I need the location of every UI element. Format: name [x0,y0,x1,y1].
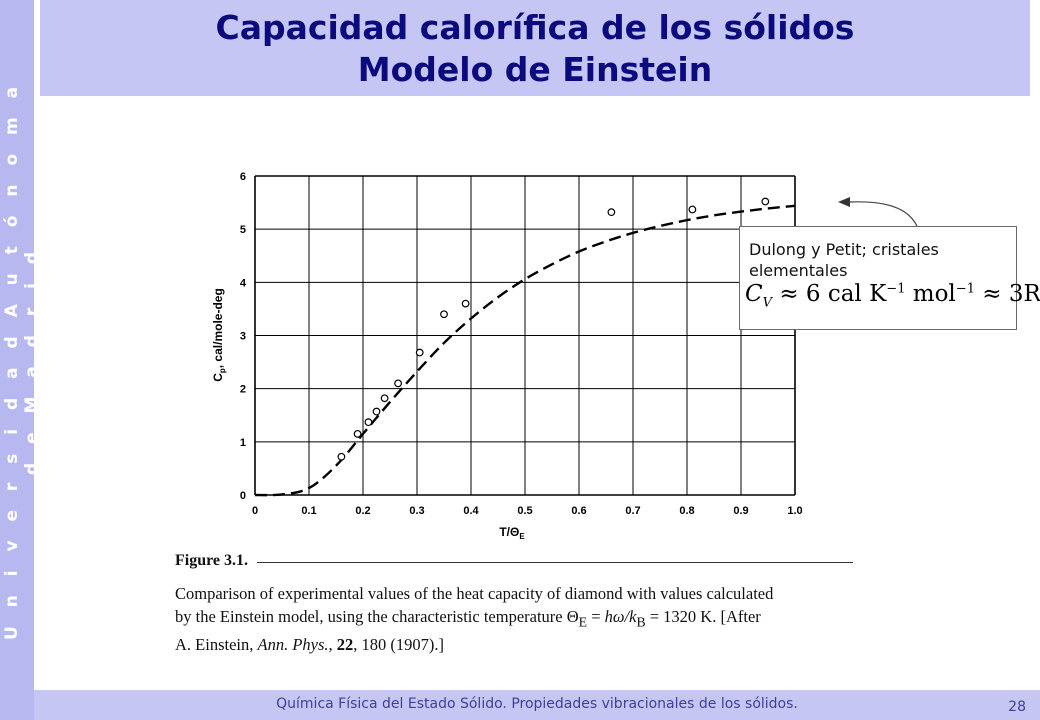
x-tick-label: 0.2 [355,505,370,517]
data-point [394,379,403,388]
data-point [688,205,697,214]
experimental-points [337,197,770,461]
figure-caption: Figure 3.1. Comparison of experimental v… [175,552,865,654]
dulong-petit-callout: Dulong y Petit; cristales elementales CV… [739,226,1040,330]
x-tick-label: 0.7 [625,505,640,517]
chart-grid [254,175,796,496]
callout-subtitle: elementales [749,261,848,280]
data-point [372,407,381,416]
data-point [415,348,424,357]
page-subtitle: Modelo de Einstein [357,50,713,89]
x-tick-label: 0.8 [679,505,694,517]
y-tick-label: 4 [240,277,247,289]
y-tick-label: 1 [240,437,246,449]
y-axis-label: Cp, cal/mole-deg [211,288,227,382]
x-tick-label: 0.4 [463,505,479,517]
data-point [761,197,770,206]
x-tick-label: 1.0 [787,505,802,517]
y-tick-label: 0 [240,490,246,502]
caption-text: Comparison of experimental values of the… [175,584,774,655]
data-point [364,418,373,427]
side-bar: U n i v e r s i d a d A u t ó n o m a d … [0,0,42,720]
x-axis-label: T/ΘE [499,525,525,541]
page-number: 28 [1008,699,1026,715]
data-point [353,429,362,438]
callout-title: Dulong y Petit; cristales [749,240,939,259]
page-title: Capacidad calorífica de los sólidos [215,8,855,47]
axis-labels: T/ΘE Cp, cal/mole-deg [211,288,525,541]
data-point [337,452,346,461]
y-tick-label: 3 [240,331,246,343]
footer-bar: Química Física del Estado Sólido. Propie… [34,690,1040,720]
x-tick-label: 0.6 [571,505,586,517]
y-tick-label: 6 [240,171,246,183]
dulong-petit-formula: CV ≈ 6 cal K−1 mol−1 ≈ 3R [745,281,1040,311]
x-tick-label: 0.1 [301,505,316,517]
data-point [440,310,448,319]
data-point [607,208,616,217]
x-tick-label: 0 [252,505,258,517]
x-tick-label: 0.3 [409,505,424,517]
y-tick-label: 5 [240,224,246,236]
x-tick-label: 0.9 [733,505,748,517]
data-point [380,394,389,403]
footer-text: Química Física del Estado Sólido. Propie… [276,696,798,712]
tick-labels: 0 0.1 0.2 0.3 0.4 0.5 0.6 0.7 0.8 0.9 1.0 0 1 2 3 4 5 6 [240,171,803,517]
data-point [461,299,470,308]
title-band: Capacidad calorífica de los sólidos Mode… [40,0,1030,96]
y-tick-label: 2 [240,384,246,396]
x-tick-label: 0.5 [517,505,532,517]
caption-rule [257,562,853,563]
figure-number: Figure 3.1. [175,552,249,569]
